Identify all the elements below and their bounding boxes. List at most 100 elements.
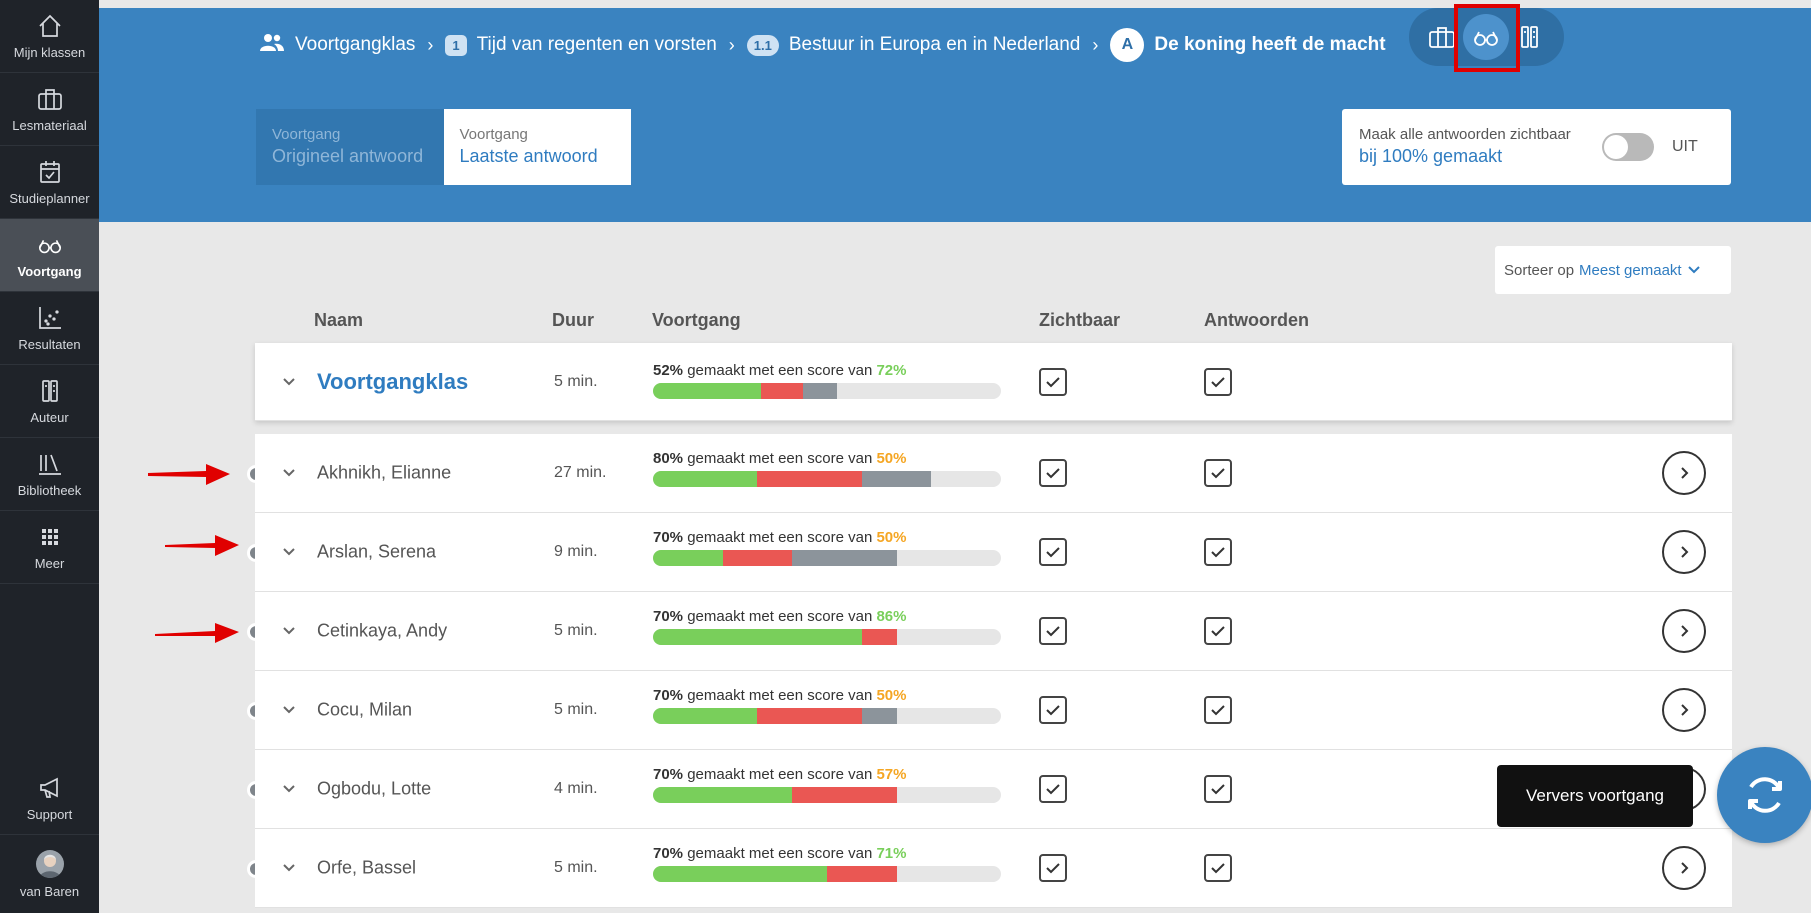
mode-original-answer[interactable]: Voortgang Origineel antwoord <box>256 109 444 185</box>
chevron-down-icon[interactable] <box>281 465 297 481</box>
progress-bar <box>653 787 1001 803</box>
student-row[interactable]: Ogbodu, Lotte 4 min. 70% gemaakt met een s… <box>255 750 1732 829</box>
column-header-duration[interactable]: Duur <box>552 310 594 330</box>
visible-checkbox[interactable] <box>1039 367 1067 396</box>
sidebar-item-user[interactable]: van Baren <box>0 838 99 911</box>
student-row[interactable]: Arslan, Serena 9 min. 70% gemaakt met een … <box>255 513 1732 592</box>
made-percent: 70% <box>653 766 684 783</box>
author-icon <box>37 378 63 404</box>
open-student-button[interactable] <box>1662 451 1706 495</box>
visible-checkbox[interactable] <box>1039 775 1067 803</box>
student-name[interactable]: Ogbodu, Lotte <box>317 778 432 799</box>
student-row[interactable]: Cocu, Milan 5 min. 70% gemaakt met een sco… <box>255 671 1732 750</box>
sidebar-item-label: Meer <box>34 555 65 571</box>
student-name[interactable]: Cocu, Milan <box>317 699 413 720</box>
section-number-badge: 1.1 <box>746 34 779 56</box>
group-name[interactable]: Voortgangklas <box>317 368 469 394</box>
progress-caption: gemaakt met een score van <box>683 362 877 379</box>
column-header-answers[interactable]: Antwoorden <box>1204 310 1309 330</box>
sort-label: Sorteer op <box>1504 261 1575 279</box>
student-name[interactable]: Arslan, Serena <box>317 541 437 562</box>
visible-checkbox[interactable] <box>1039 696 1067 724</box>
sidebar-item-bibliotheek[interactable]: Bibliotheek <box>0 438 99 511</box>
progress-correct <box>653 471 758 487</box>
chevron-down-icon[interactable] <box>281 781 297 797</box>
progress-text: 70% gemaakt met een score van 57% <box>653 766 1001 783</box>
sort-dropdown[interactable]: Sorteer op Meest gemaakt <box>1495 246 1731 294</box>
visibility-card: Maak alle antwoorden zichtbaar bij 100% … <box>1342 109 1731 185</box>
student-row[interactable]: Cetinkaya, Andy 5 min. 70% gemaakt met een… <box>255 592 1732 671</box>
refresh-icon <box>1748 777 1782 813</box>
answers-checkbox[interactable] <box>1204 617 1232 645</box>
score-percent: 50% <box>876 450 907 467</box>
answers-checkbox[interactable] <box>1204 696 1232 724</box>
student-row[interactable]: Akhnikh, Elianne 27 min. 80% gemaakt met e… <box>255 434 1732 513</box>
visibility-state: UIT <box>1672 138 1698 155</box>
student-name[interactable]: Cetinkaya, Andy <box>317 620 448 641</box>
progress-open <box>802 383 838 399</box>
scatter-chart-icon <box>37 305 63 331</box>
answers-checkbox[interactable] <box>1204 854 1232 882</box>
author-icon <box>1521 26 1538 48</box>
chevron-down-icon[interactable] <box>281 544 297 560</box>
sidebar-item-mijn-klassen[interactable]: Mijn klassen <box>0 0 99 73</box>
visible-checkbox[interactable] <box>1039 854 1067 882</box>
visible-checkbox[interactable] <box>1039 459 1067 487</box>
mode-latest-answer[interactable]: Voortgang Laatste antwoord <box>443 109 631 185</box>
student-row[interactable]: Orfe, Bassel 5 min. 70% gemaakt met een sc… <box>255 829 1732 908</box>
visible-checkbox[interactable] <box>1039 617 1067 645</box>
progress-bar <box>653 471 1001 487</box>
sidebar-item-label: Support <box>26 806 73 822</box>
made-percent: 80% <box>653 450 684 467</box>
visibility-line2[interactable]: bij 100% gemaakt <box>1359 146 1503 166</box>
open-student-button[interactable] <box>1662 846 1706 890</box>
megaphone-icon <box>37 775 63 801</box>
answers-checkbox[interactable] <box>1204 367 1232 396</box>
annotation-arrow <box>148 464 230 485</box>
open-student-button[interactable] <box>1662 609 1706 653</box>
sidebar-item-support[interactable]: Support <box>0 762 99 835</box>
open-student-button[interactable] <box>1662 530 1706 574</box>
sidebar-item-lesmateriaal[interactable]: Lesmateriaal <box>0 73 99 146</box>
progress-wrong <box>722 550 793 566</box>
chevron-down-icon[interactable] <box>281 374 297 390</box>
breadcrumb-chapter[interactable]: Tijd van regenten en vorsten <box>476 34 717 55</box>
view-voortgang-button[interactable] <box>1463 14 1509 60</box>
column-header-name[interactable]: Naam <box>314 310 364 330</box>
view-auteur-button[interactable] <box>1507 14 1553 60</box>
open-student-button[interactable] <box>1662 688 1706 732</box>
sidebar-item-auteur[interactable]: Auteur <box>0 365 99 438</box>
view-lesmateriaal-button[interactable] <box>1419 14 1465 60</box>
chevron-down-icon[interactable] <box>281 623 297 639</box>
visibility-toggle[interactable] <box>1602 133 1654 161</box>
duration: 5 min. <box>554 622 598 639</box>
column-header-visible[interactable]: Zichtbaar <box>1039 310 1121 330</box>
sidebar-item-meer[interactable]: Meer <box>0 511 99 584</box>
progress-bar <box>653 866 1001 882</box>
briefcase-icon <box>37 86 63 112</box>
visible-checkbox[interactable] <box>1039 538 1067 566</box>
student-name[interactable]: Akhnikh, Elianne <box>317 462 452 483</box>
chevron-down-icon[interactable] <box>281 702 297 718</box>
chevron-right-icon <box>1681 546 1689 558</box>
breadcrumb-section[interactable]: Bestuur in Europa en in Nederland <box>788 34 1081 55</box>
score-percent: 86% <box>876 608 907 625</box>
sidebar-item-resultaten[interactable]: Resultaten <box>0 292 99 365</box>
refresh-button[interactable] <box>1717 747 1811 843</box>
answers-checkbox[interactable] <box>1204 538 1232 566</box>
answers-checkbox[interactable] <box>1204 775 1232 803</box>
answer-mode-switch: Voortgang Origineel antwoord Voortgang L… <box>256 109 631 185</box>
column-header-progress[interactable]: Voortgang <box>652 310 741 330</box>
sidebar-item-voortgang[interactable]: Voortgang <box>0 219 99 292</box>
progress-caption: gemaakt met een score van <box>683 687 877 704</box>
sidebar-item-studieplanner[interactable]: Studieplanner <box>0 146 99 219</box>
chevron-right-icon <box>1681 862 1689 874</box>
breadcrumb-lesson: De koning heeft de macht <box>1154 34 1386 55</box>
group-row[interactable]: Voortgangklas 5 min. 52% gemaakt met een… <box>255 343 1732 421</box>
breadcrumb-class[interactable]: Voortgangklas <box>295 34 416 55</box>
answers-checkbox[interactable] <box>1204 459 1232 487</box>
visibility-line1: Maak alle antwoorden zichtbaar <box>1359 126 1571 143</box>
chevron-down-icon[interactable] <box>281 860 297 876</box>
breadcrumb: Voortgangklas › 1 Tijd van regenten en v… <box>259 24 1386 66</box>
student-name[interactable]: Orfe, Bassel <box>317 857 417 878</box>
